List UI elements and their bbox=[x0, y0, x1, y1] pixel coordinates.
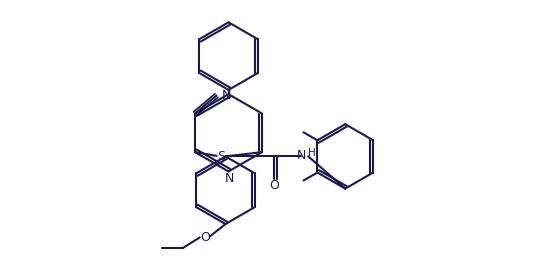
Text: N: N bbox=[225, 172, 234, 185]
Text: O: O bbox=[269, 179, 280, 192]
Text: N: N bbox=[222, 89, 231, 102]
Text: O: O bbox=[200, 231, 210, 244]
Text: N: N bbox=[297, 149, 306, 162]
Text: S: S bbox=[217, 150, 225, 163]
Text: H: H bbox=[308, 148, 315, 158]
